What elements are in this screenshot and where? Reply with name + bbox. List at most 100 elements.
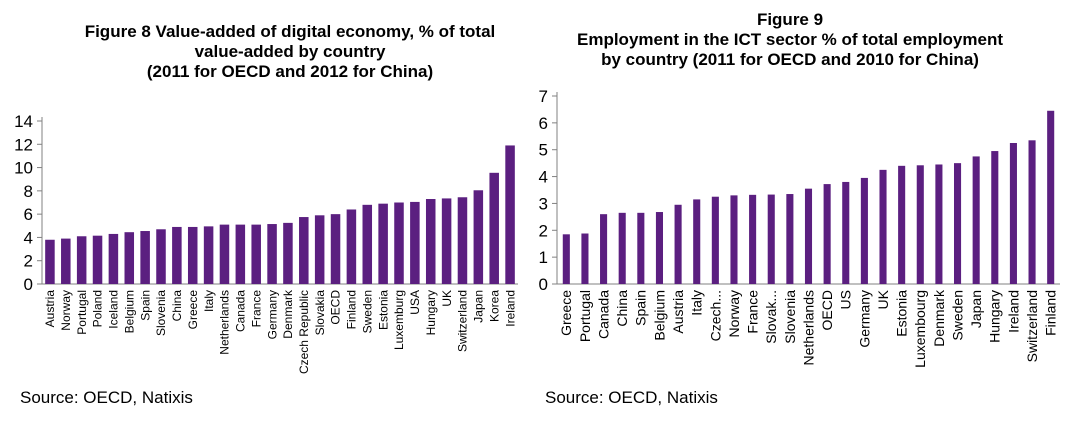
bar: [600, 214, 608, 284]
bar: [283, 222, 293, 284]
x-tick-label: Slovak...: [763, 290, 779, 344]
x-tick-label: Denmark: [931, 289, 947, 347]
x-tick-label: Denmark: [281, 289, 295, 339]
x-tick-label: Switzerland: [456, 290, 470, 352]
x-tick-label: Belgium: [122, 290, 136, 333]
bar: [823, 184, 831, 284]
x-tick-label: Italy: [689, 290, 705, 316]
y-tick-label: 14: [14, 112, 33, 131]
bar: [972, 156, 980, 284]
x-tick-label: UK: [440, 290, 454, 307]
value-added-bar-chart: 0 2 4 6 8 10 12 14 Austria Norway Portugal Poland Ic…: [14, 112, 518, 374]
bar: [346, 209, 357, 284]
bar: [140, 231, 150, 284]
bar: [935, 164, 943, 284]
y-tick-label: 7: [539, 87, 548, 106]
y-tick-label: 1: [539, 248, 548, 267]
x-tick-label: Slovenia: [154, 290, 168, 336]
y-tick-label: 12: [14, 135, 33, 154]
x-tick-label: Netherlands: [800, 290, 816, 366]
x-tick-label: UK: [875, 289, 891, 309]
y-tick-label: 4: [539, 168, 548, 187]
bar: [267, 224, 277, 284]
y-tick-label: 0: [24, 275, 33, 294]
bar: [457, 197, 468, 284]
x-tick-label: Belgium: [651, 290, 667, 341]
x-tick-label: Sweden: [949, 290, 965, 341]
x-tick-label: Estonia: [376, 290, 390, 330]
x-tick-label: Netherlands: [218, 290, 232, 355]
bar: [916, 165, 924, 284]
bar: [730, 195, 738, 284]
x-tick-label: Iceland: [107, 290, 121, 329]
x-tick-label: China: [614, 290, 630, 327]
title-line-3: by country (2011 for OECD and 2010 for C…: [601, 50, 979, 69]
y-tick-label: 0: [539, 275, 548, 294]
bar: [879, 169, 887, 284]
bar: [618, 212, 626, 284]
bar: [187, 226, 198, 284]
bar: [562, 234, 570, 284]
bar: [860, 177, 868, 284]
x-tick-label: France: [745, 290, 761, 334]
x-tick-label: Portugal: [577, 290, 593, 342]
x-tick-label: USA: [408, 290, 422, 315]
bar: [330, 214, 341, 284]
bar: [749, 194, 757, 284]
bar: [1009, 143, 1017, 284]
y-tick-label: 6: [539, 114, 548, 133]
bar: [156, 229, 166, 284]
bar: [441, 198, 452, 284]
x-tick-label: Estonia: [894, 290, 910, 337]
x-tick-label: Poland: [91, 290, 105, 327]
bar: [767, 194, 775, 284]
y-tick-label: 2: [539, 221, 548, 240]
title-line-1: Figure 8 Value-added of digital economy,…: [84, 22, 496, 41]
x-tick-label: Japan: [472, 290, 486, 323]
y-tick-label: 2: [24, 252, 33, 271]
y-tick-label: 5: [539, 141, 548, 160]
x-tick-label: Norway: [59, 290, 73, 331]
bar: [219, 224, 230, 284]
bar: [711, 196, 719, 284]
bar: [842, 181, 850, 284]
title-line-3: (2011 for OECD and 2012 for China): [146, 62, 434, 81]
bar: [108, 233, 119, 284]
x-tick-label: France: [249, 290, 263, 328]
y-tick-label: 8: [24, 182, 33, 201]
x-tick-label: Luxembourg: [912, 290, 928, 368]
y-tick-label: 6: [24, 205, 33, 224]
x-tick-label: Finland: [1043, 290, 1059, 336]
bar: [425, 199, 436, 284]
x-tick-label: Canada: [595, 290, 611, 339]
y-tick-label: 3: [539, 194, 548, 213]
bar: [1028, 140, 1036, 284]
x-tick-label: Greece: [558, 290, 574, 336]
x-tick-label: Japan: [968, 290, 984, 328]
x-tick-label: China: [170, 290, 184, 322]
bar: [991, 151, 999, 284]
x-tick-label: Greece: [186, 290, 200, 330]
x-tick-label: Czech...: [707, 290, 723, 341]
bar: [489, 172, 499, 284]
bar: [61, 238, 71, 284]
bar: [76, 236, 87, 284]
x-tick-label: Hungary: [987, 290, 1003, 343]
x-tick-label: Hungary: [424, 290, 438, 335]
bar: [655, 212, 664, 284]
bar: [953, 163, 962, 284]
bar: [251, 224, 261, 284]
bar: [410, 201, 420, 284]
bar: [637, 212, 645, 284]
bar: [693, 199, 701, 284]
x-tick-label: Ireland: [503, 290, 517, 327]
bar: [674, 204, 682, 284]
bar: [203, 226, 214, 284]
bar: [394, 202, 404, 284]
x-tick-label: Korea: [487, 290, 501, 322]
x-tick-label: Slovakia: [313, 290, 327, 336]
x-tick-label: Sweden: [360, 290, 374, 333]
x-tick-label: Canada: [234, 290, 248, 332]
x-tick-label: Switzerland: [1024, 290, 1040, 362]
y-tick-label: 10: [14, 159, 33, 178]
